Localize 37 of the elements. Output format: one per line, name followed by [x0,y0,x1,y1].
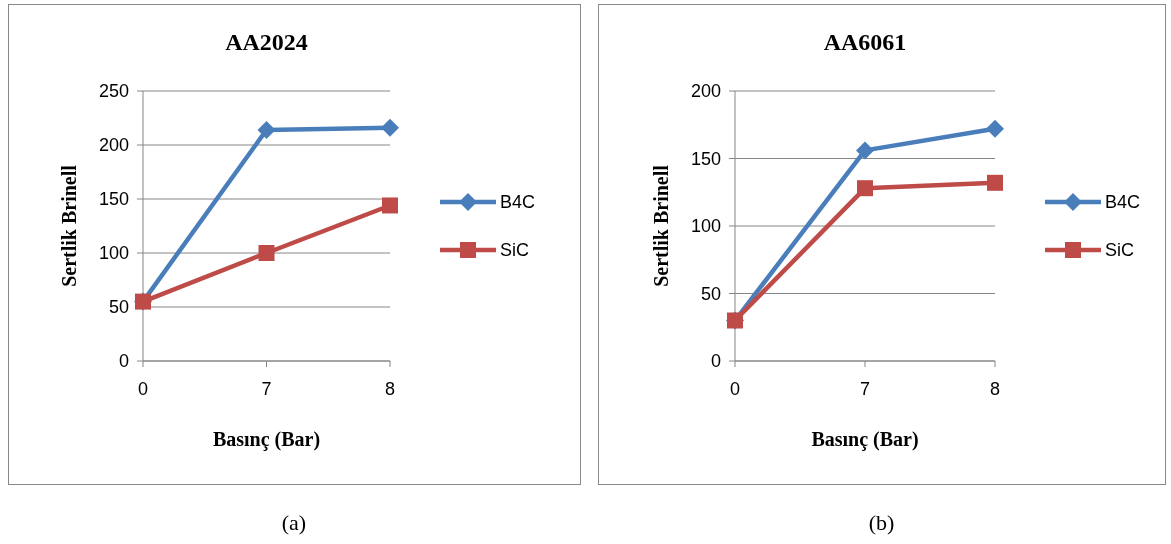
y-tick-label: 50 [108,297,129,318]
point [382,197,398,214]
legend-label: SiC [1105,240,1135,261]
y-tick-label: 250 [98,81,129,102]
text: (a) [281,510,307,535]
x-axis-title: Basınç (Bar) [811,428,919,451]
y-tick-label: 50 [700,283,721,304]
x-tick-label: 8 [989,379,1001,399]
x-tick-label: 8 [384,379,396,399]
y-tick-label: 200 [98,135,129,156]
y-axis-title: Sertlik Brinell [650,164,672,287]
legend-label: SiC [500,240,530,261]
point [857,180,873,197]
y-tick-label: 150 [690,148,721,169]
x-axis-title: Basınç (Bar) [212,428,321,451]
legend-label: B4C [500,192,536,213]
legend-label: B4C [1105,192,1141,213]
y-tick-label: 100 [690,216,721,237]
x-tick-label: 7 [261,379,272,399]
point [381,118,399,137]
point [856,141,874,160]
point [258,245,275,261]
text: (b) [868,510,895,535]
y-tick-label: 100 [98,243,129,264]
chart-title: AA6061 [823,29,907,55]
x-tick-label: 0 [729,379,741,399]
y-tick-label: 150 [98,189,129,210]
point [986,119,1004,138]
y-tick-label: 200 [690,81,721,102]
x-tick-label: 0 [137,379,149,399]
y-axis-title: Sertlik Brinell [58,164,80,287]
y-tick-label: 0 [118,351,129,372]
y-tick-label: 0 [710,351,721,372]
x-tick-label: 7 [859,379,871,399]
point [987,174,1003,191]
point [257,120,276,139]
chart-title: AA2024 [225,29,308,55]
